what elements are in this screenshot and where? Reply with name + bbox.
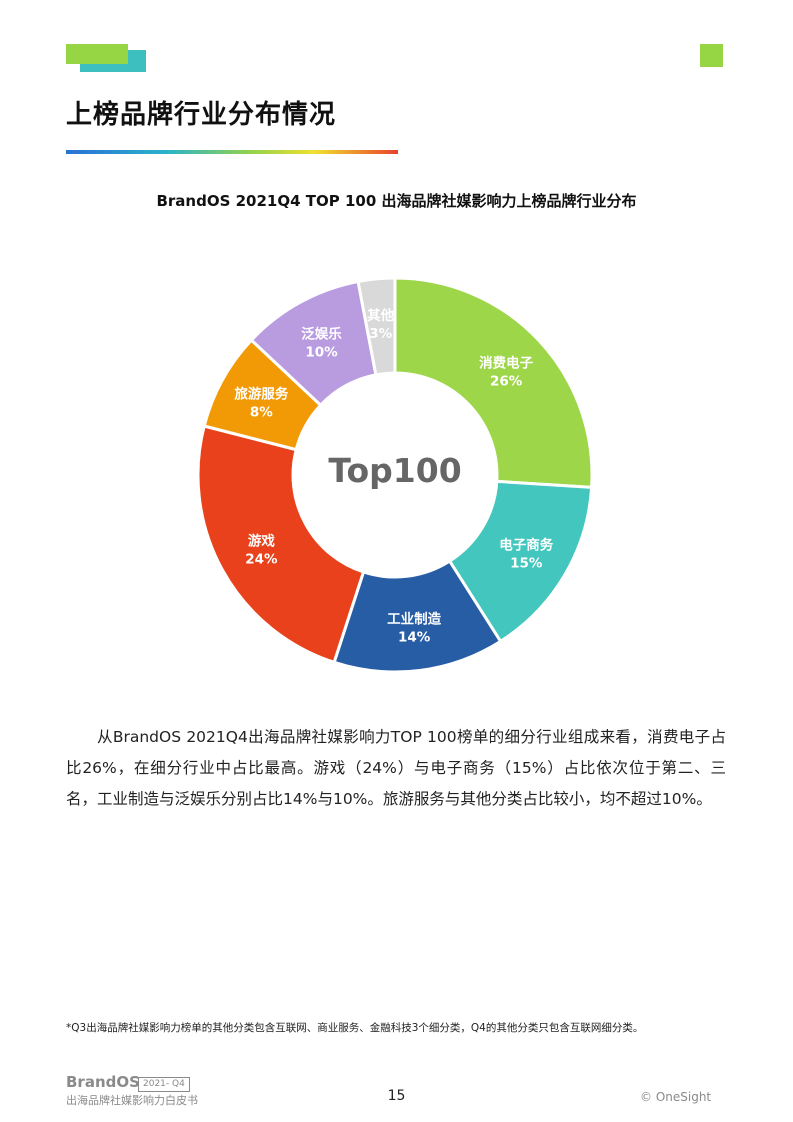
slice-value-0: 26% [490,374,523,390]
donut-slice-6 [356,276,397,377]
chart-title: BrandOS 2021Q4 TOP 100 出海品牌社媒影响力上榜品牌行业分布 [156,192,637,210]
title-underline [66,150,398,154]
donut-slice-3 [196,424,366,665]
slice-label-2: 工业制造 [387,610,441,627]
corner-decoration-square [700,44,723,67]
body-paragraph: 从BrandOS 2021Q4出海品牌社媒影响力TOP 100榜单的细分行业组成… [66,728,726,808]
slice-value-6: 3% [369,326,392,342]
slice-label-3: 游戏 [248,532,275,549]
footnote: *Q3出海品牌社媒影响力榜单的其他分类包含互联网、商业服务、金融科技3个细分类，… [66,1022,644,1034]
donut-slice-0 [393,276,594,489]
slice-value-2: 14% [398,629,431,645]
slice-value-4: 8% [250,405,273,421]
donut-chart: 消费电子 26% 电子商务 15% 工业制造 14% 游戏 24% 旅游服务 8% 泛娱乐 10% 其他… [196,276,594,674]
copyright: © OneSight [640,1090,712,1104]
slice-value-5: 10% [305,344,338,360]
brand-badge: 2021- Q4 [138,1077,190,1092]
page-title: 上榜品牌行业分布情况 [66,100,337,130]
corner-decoration-green [66,44,128,64]
slice-label-5: 泛娱乐 [301,325,342,342]
slice-label-6: 其他 [367,307,394,324]
slice-label-1: 电子商务 [499,537,553,554]
slice-label-4: 旅游服务 [234,386,288,403]
brand-subtitle: 出海品牌社媒影响力白皮书 [66,1094,198,1107]
brand-logo: BrandOS [66,1073,140,1091]
slice-label-0: 消费电子 [479,355,533,372]
slice-value-1: 15% [510,556,543,572]
slice-value-3: 24% [245,551,278,567]
center-label: Top100 [328,451,461,490]
page-number: 15 [387,1088,406,1104]
